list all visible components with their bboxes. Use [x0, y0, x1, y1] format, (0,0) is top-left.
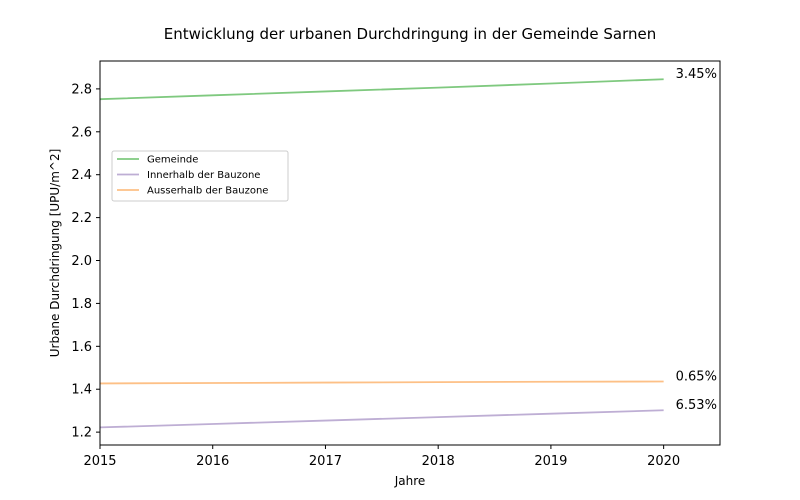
plot-frame	[99, 60, 721, 446]
x-tick-label-3: 2018	[422, 454, 455, 469]
legend-label-2: Ausserhalb der Bauzone	[147, 186, 268, 197]
y-tick-label-4: 2.0	[71, 254, 92, 269]
x-axis-label: Jahre	[394, 474, 426, 488]
y-tick-label-0: 1.2	[71, 426, 92, 441]
series-line-1	[99, 409, 664, 429]
y-tick-label-5: 2.2	[71, 211, 92, 226]
y-tick-label-2: 1.6	[71, 340, 92, 355]
plot-area: 3.45% 6.53% 0.65% 2015 2016 2017 2018 2019 2020 1…	[71, 60, 721, 469]
y-tick-label-7: 2.6	[71, 125, 92, 140]
y-tick-label-1: 1.4	[71, 383, 92, 398]
legend-label-1: Innerhalb der Bauzone	[147, 170, 260, 181]
series-line-0	[99, 78, 664, 101]
legend: Gemeinde Innerhalb der Bauzone Ausserhalb …	[111, 150, 289, 202]
x-tick-label-5: 2020	[647, 454, 680, 469]
end-label-1: 6.53%	[676, 398, 717, 413]
y-tick-label-8: 2.8	[71, 82, 92, 97]
x-tick-label-4: 2019	[534, 454, 567, 469]
y-tick-label-6: 2.4	[71, 168, 92, 183]
legend-box	[111, 150, 289, 202]
series-line-2	[99, 380, 664, 385]
end-label-2: 0.65%	[676, 370, 717, 385]
x-tick-label-2: 2017	[309, 454, 342, 469]
x-tick-label-1: 2016	[196, 454, 229, 469]
chart-title: Entwicklung der urbanen Durchdringung in…	[164, 25, 657, 43]
y-axis-label: Urbane Durchdringung [UPU/m^2]	[48, 149, 62, 358]
y-tick-label-3: 1.8	[71, 297, 92, 312]
end-label-0: 3.45%	[676, 67, 717, 82]
x-tick-label-0: 2015	[83, 454, 116, 469]
legend-label-0: Gemeinde	[147, 155, 198, 166]
